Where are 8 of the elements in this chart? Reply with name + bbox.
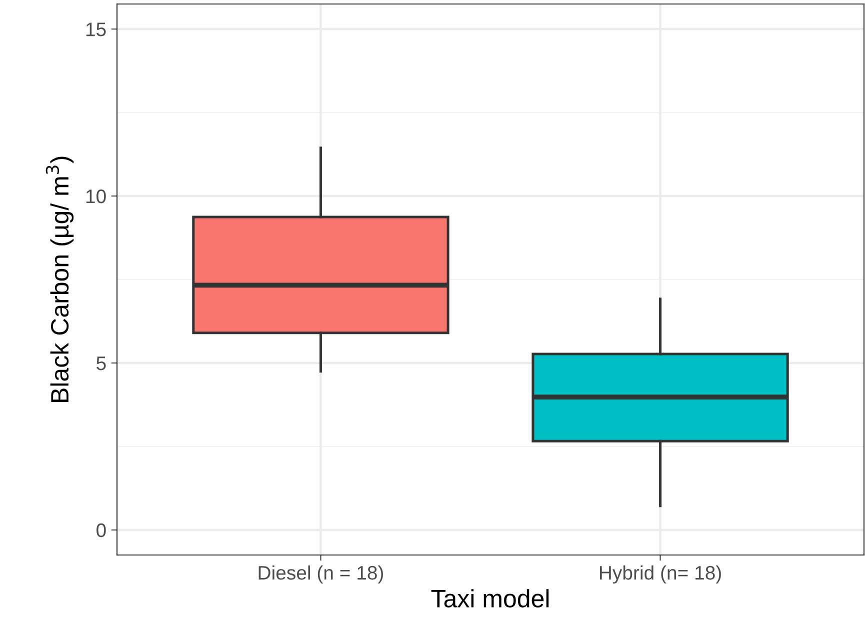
y-axis-title: Black Carbon (µg/ m$^{3}$) (46, 156, 74, 402)
y-tick-label: 0 (96, 523, 106, 538)
x-axis-title: Taxi model (431, 589, 549, 608)
x-tick-label: Diesel (n = 18) (258, 565, 384, 584)
x-tick-label: Hybrid (n= 18) (600, 565, 721, 584)
y-tick-label: 15 (86, 22, 106, 36)
y-tick-label: 5 (96, 356, 106, 370)
y-tick-label: 10 (86, 189, 106, 204)
